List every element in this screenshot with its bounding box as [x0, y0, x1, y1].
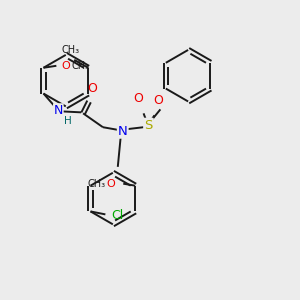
- Text: O: O: [134, 92, 143, 105]
- Text: CH₃: CH₃: [61, 45, 79, 55]
- Text: H: H: [64, 116, 72, 126]
- Text: O: O: [87, 82, 97, 94]
- Text: N: N: [54, 104, 63, 117]
- Text: CH₃: CH₃: [87, 179, 105, 189]
- Text: S: S: [144, 119, 153, 132]
- Text: N: N: [118, 125, 128, 138]
- Text: CH₃: CH₃: [71, 61, 89, 71]
- Text: Cl: Cl: [111, 209, 124, 222]
- Text: O: O: [61, 61, 70, 71]
- Text: O: O: [154, 94, 163, 107]
- Text: O: O: [106, 179, 115, 189]
